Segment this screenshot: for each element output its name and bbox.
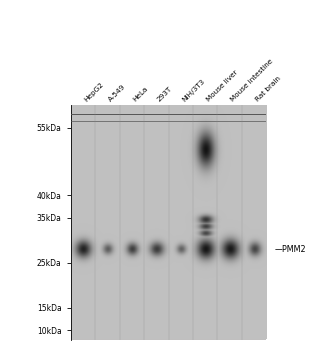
Text: A-549: A-549 [107, 84, 127, 103]
Text: Rat brain: Rat brain [254, 76, 282, 103]
Text: HeLa: HeLa [132, 86, 149, 103]
Text: HepG2: HepG2 [83, 81, 105, 103]
Text: —PMM2: —PMM2 [274, 245, 306, 254]
Text: NIH/3T3: NIH/3T3 [181, 78, 206, 103]
Text: 293T: 293T [156, 86, 173, 103]
Text: Mouse intestine: Mouse intestine [230, 58, 274, 103]
Text: Mouse liver: Mouse liver [205, 69, 239, 103]
